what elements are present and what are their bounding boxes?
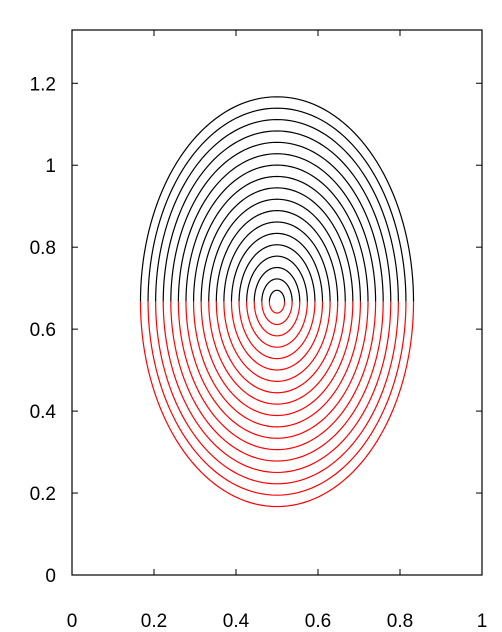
contour-upper-14 xyxy=(238,244,316,302)
contour-upper-11 xyxy=(215,210,339,302)
contour-lower-5 xyxy=(170,301,384,462)
y-tick-label: 1.2 xyxy=(30,74,56,95)
contour-lower-2 xyxy=(147,301,407,496)
contour-upper-4 xyxy=(162,130,392,302)
contour-lower-9 xyxy=(200,301,354,417)
contour-upper-16 xyxy=(253,266,301,302)
y-axis: 0 0.2 0.4 0.6 0.8 1 1.2 xyxy=(30,74,482,587)
y-tick-label: 0.2 xyxy=(30,484,56,505)
contour-lower-14 xyxy=(238,301,316,360)
contour-upper-6 xyxy=(177,153,377,302)
y-tick-label: 1 xyxy=(45,156,56,177)
contour-upper-17 xyxy=(261,278,293,302)
contour-lower-3 xyxy=(155,301,399,485)
contour-upper-5 xyxy=(170,141,384,302)
contour-lower-6 xyxy=(177,301,377,451)
contour-lower-10 xyxy=(208,301,346,405)
contour-upper-1 xyxy=(139,96,415,302)
x-tick-label: 0.8 xyxy=(387,611,413,632)
contour-lower-7 xyxy=(185,301,369,439)
contour-lower-15 xyxy=(246,301,308,348)
contour-lower-4 xyxy=(162,301,392,474)
contour-lower-12 xyxy=(223,301,331,382)
contour-lower-11 xyxy=(215,301,339,394)
contour-upper-7 xyxy=(185,164,369,302)
contour-upper-13 xyxy=(230,232,324,302)
contour-upper-2 xyxy=(147,107,407,302)
contour-lines xyxy=(139,96,415,508)
x-tick-label: 0 xyxy=(67,611,78,632)
contour-lower-13 xyxy=(230,301,324,371)
y-tick-label: 0.8 xyxy=(30,238,56,259)
contour-upper-12 xyxy=(223,221,331,302)
y-tick-label: 0.6 xyxy=(30,320,56,341)
x-tick-label: 0.6 xyxy=(305,611,331,632)
x-tick-label: 0.4 xyxy=(223,611,250,632)
x-tick-label: 1 xyxy=(477,611,488,632)
contour-upper-15 xyxy=(246,255,308,302)
contour-lower-18 xyxy=(268,301,286,314)
contour-upper-18 xyxy=(268,289,286,302)
y-tick-label: 0 xyxy=(45,566,56,587)
contour-upper-9 xyxy=(200,187,354,302)
contour-upper-8 xyxy=(192,175,362,302)
contour-lower-1 xyxy=(139,301,415,508)
contour-lower-8 xyxy=(192,301,362,428)
x-axis: 0 0.2 0.4 0.6 0.8 1 xyxy=(67,30,488,632)
contour-lower-17 xyxy=(261,301,293,326)
contour-upper-3 xyxy=(155,118,399,302)
y-tick-label: 0.4 xyxy=(30,402,57,423)
contour-upper-10 xyxy=(208,198,346,302)
x-tick-label: 0.2 xyxy=(141,611,167,632)
plot-frame xyxy=(71,29,483,576)
contour-lower-16 xyxy=(253,301,301,337)
